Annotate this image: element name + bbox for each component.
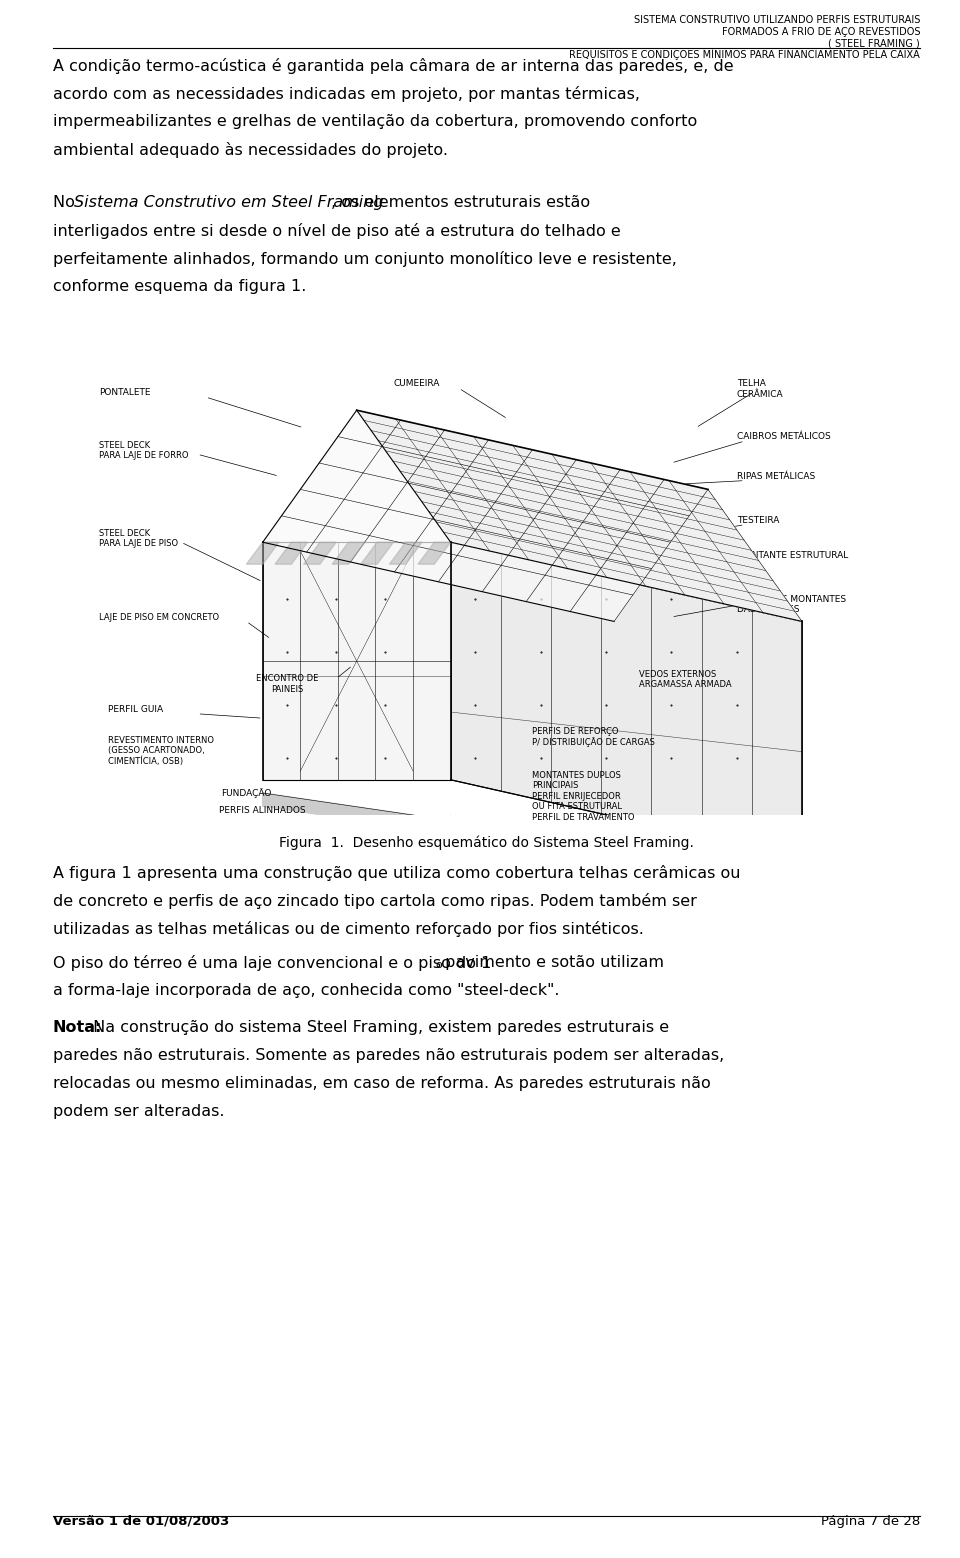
Text: LAJE DE PISO EM CONCRETO: LAJE DE PISO EM CONCRETO (99, 612, 220, 622)
Text: utilizadas as telhas metálicas ou de cimento reforçado por fios sintéticos.: utilizadas as telhas metálicas ou de cim… (53, 921, 644, 936)
Polygon shape (450, 542, 802, 858)
Text: PONTALETE: PONTALETE (99, 388, 151, 397)
Text: Página 7 de 28: Página 7 de 28 (821, 1514, 920, 1528)
Text: PERFIS DE REFORÇO
P/ DISTRIBUIÇÃO DE CARGAS: PERFIS DE REFORÇO P/ DISTRIBUIÇÃO DE CAR… (533, 728, 656, 748)
Text: REVESTIMENTO INTERNO
(GESSO ACARTONADO,
CIMENTÍCIA, OSB): REVESTIMENTO INTERNO (GESSO ACARTONADO, … (108, 735, 213, 767)
Text: RIPAS METÁLICAS: RIPAS METÁLICAS (736, 472, 815, 481)
Polygon shape (275, 542, 307, 564)
Text: perfeitamente alinhados, formando um conjunto monolítico leve e resistente,: perfeitamente alinhados, formando um con… (53, 251, 677, 266)
Text: pavimento e sotão utilizam: pavimento e sotão utilizam (440, 955, 663, 971)
Text: Na construção do sistema Steel Framing, existem paredes estruturais e: Na construção do sistema Steel Framing, … (88, 1020, 669, 1035)
Text: podem ser alteradas.: podem ser alteradas. (53, 1105, 225, 1119)
Text: A condição termo-acústica é garantida pela câmara de ar interna das paredes, e, : A condição termo-acústica é garantida pe… (53, 58, 733, 73)
Text: ambiental adequado às necessidades do projeto.: ambiental adequado às necessidades do pr… (53, 142, 448, 157)
Text: MONTANTES DUPLOS
PRINCIPAIS
PERFIL ENRIJECEDOR
OU FITA ESTRUTURAL
PERFIL DE TRAV: MONTANTES DUPLOS PRINCIPAIS PERFIL ENRIJ… (533, 771, 635, 821)
Polygon shape (247, 542, 279, 564)
Text: Nota:: Nota: (53, 1020, 103, 1035)
Text: paredes não estruturais. Somente as paredes não estruturais podem ser alteradas,: paredes não estruturais. Somente as pare… (53, 1049, 724, 1063)
Text: acordo com as necessidades indicadas em projeto, por mantas térmicas,: acordo com as necessidades indicadas em … (53, 86, 640, 101)
Polygon shape (357, 410, 802, 622)
Text: conforme esquema da figura 1.: conforme esquema da figura 1. (53, 279, 306, 294)
Polygon shape (263, 410, 708, 622)
Text: ( STEEL FRAMING ): ( STEEL FRAMING ) (828, 37, 920, 48)
Text: Versão 1 de 01/08/2003: Versão 1 de 01/08/2003 (53, 1514, 229, 1528)
Polygon shape (263, 793, 802, 885)
Text: No: No (53, 195, 80, 210)
Text: CUMEEIRA: CUMEEIRA (394, 380, 440, 388)
Polygon shape (263, 542, 450, 781)
Text: o: o (435, 960, 442, 971)
Text: impermeabilizantes e grelhas de ventilação da cobertura, promovendo conforto: impermeabilizantes e grelhas de ventilaç… (53, 114, 697, 129)
Polygon shape (303, 542, 336, 564)
Text: REQUISITOS E CONDIÇÕES MÍNIMOS PARA FINANCIAMENTO PELA CAIXA: REQUISITOS E CONDIÇÕES MÍNIMOS PARA FINA… (569, 48, 920, 61)
Text: SISTEMA CONSTRUTIVO UTILIZANDO PERFIS ESTRUTURAIS: SISTEMA CONSTRUTIVO UTILIZANDO PERFIS ES… (634, 16, 920, 25)
Text: Sistema Construtivo em Steel Framing: Sistema Construtivo em Steel Framing (74, 195, 384, 210)
Text: ENCONTRO DE
PAINEIS: ENCONTRO DE PAINEIS (256, 675, 319, 693)
Text: , os elementos estruturais estão: , os elementos estruturais estão (331, 195, 590, 210)
Text: TELHA
CERÂMICA: TELHA CERÂMICA (736, 380, 783, 399)
Text: Figura  1.  Desenho esquemático do Sistema Steel Framing.: Figura 1. Desenho esquemático do Sistema… (279, 835, 694, 849)
Text: a forma-laje incorporada de aço, conhecida como "steel-deck".: a forma-laje incorporada de aço, conheci… (53, 983, 560, 999)
Text: GUIAS DOS MONTANTES
DAS PAREDES: GUIAS DOS MONTANTES DAS PAREDES (736, 595, 846, 614)
Text: relocadas ou mesmo eliminadas, em caso de reforma. As paredes estruturais não: relocadas ou mesmo eliminadas, em caso d… (53, 1077, 710, 1091)
Text: interligados entre si desde o nível de piso até a estrutura do telhado e: interligados entre si desde o nível de p… (53, 223, 621, 238)
Text: FUNDAÇÃO: FUNDAÇÃO (221, 788, 272, 799)
Polygon shape (418, 542, 450, 564)
Polygon shape (390, 542, 422, 564)
Text: FORMADOS A FRIO DE AÇO REVESTIDOS: FORMADOS A FRIO DE AÇO REVESTIDOS (722, 26, 920, 37)
Text: MONTANTE ESTRUTURAL: MONTANTE ESTRUTURAL (736, 552, 848, 559)
Text: TESTEIRA: TESTEIRA (736, 516, 779, 525)
Text: O piso do térreo é uma laje convencional e o piso do 1: O piso do térreo é uma laje convencional… (53, 955, 492, 971)
Text: STEEL DECK
PARA LAJE DE FORRO: STEEL DECK PARA LAJE DE FORRO (99, 441, 189, 461)
Polygon shape (361, 542, 394, 564)
Text: PERFIS ALINHADOS: PERFIS ALINHADOS (220, 805, 306, 815)
Text: STEEL DECK
PARA LAJE DE PISO: STEEL DECK PARA LAJE DE PISO (99, 530, 179, 548)
Polygon shape (332, 542, 365, 564)
Text: VEDOS EXTERNOS
ARGAMASSA ARMADA: VEDOS EXTERNOS ARGAMASSA ARMADA (638, 670, 732, 689)
Text: A figura 1 apresenta uma construção que utiliza como cobertura telhas cerâmicas : A figura 1 apresenta uma construção que … (53, 865, 740, 880)
Text: de concreto e perfis de aço zincado tipo cartola como ripas. Podem também ser: de concreto e perfis de aço zincado tipo… (53, 893, 697, 908)
Text: PERFIL GUIA: PERFIL GUIA (108, 706, 162, 714)
Text: CAIBROS METÁLICOS: CAIBROS METÁLICOS (736, 432, 830, 441)
